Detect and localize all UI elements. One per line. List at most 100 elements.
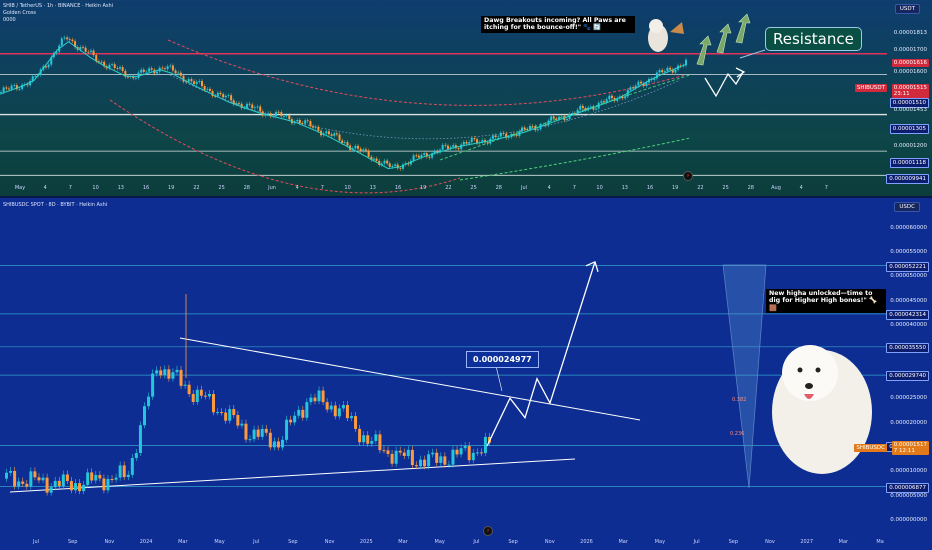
candle bbox=[208, 88, 211, 91]
candle bbox=[203, 395, 207, 397]
candle bbox=[555, 118, 558, 120]
bottom-x-tick: Nov bbox=[104, 539, 115, 545]
candle bbox=[414, 465, 418, 467]
candle bbox=[108, 64, 111, 69]
candle bbox=[2, 87, 5, 93]
top-x-tick: 4 bbox=[295, 185, 299, 191]
candle bbox=[84, 47, 87, 52]
top-chart-canvas[interactable] bbox=[0, 0, 932, 197]
candle bbox=[467, 445, 471, 461]
candle bbox=[240, 423, 244, 426]
candle bbox=[391, 165, 394, 167]
candle bbox=[364, 149, 367, 151]
candle bbox=[119, 67, 122, 69]
candle bbox=[177, 72, 180, 74]
candle bbox=[68, 39, 71, 41]
bottom-y-label: 0.000042314 bbox=[886, 309, 929, 320]
candle bbox=[462, 141, 465, 145]
candle bbox=[277, 111, 280, 113]
price-target-callout: 0.000024977 bbox=[466, 351, 539, 368]
candle bbox=[346, 142, 349, 146]
candle bbox=[624, 96, 627, 99]
candle bbox=[236, 415, 240, 426]
top-x-tick: 19 bbox=[672, 185, 679, 191]
bottom-chart-canvas[interactable] bbox=[0, 198, 932, 550]
bottom-chart-panel[interactable]: SHIBUSDC SPOT · 8D · BYBIT · Heikin Ashi… bbox=[0, 198, 932, 550]
candle bbox=[285, 419, 289, 440]
candle bbox=[288, 115, 291, 120]
panel-separator[interactable] bbox=[0, 196, 932, 198]
candle bbox=[163, 68, 166, 70]
candle bbox=[214, 96, 217, 97]
candle bbox=[605, 99, 608, 103]
top-x-tick: 16 bbox=[646, 185, 654, 191]
candle bbox=[0, 92, 2, 93]
candle bbox=[634, 85, 637, 89]
bottom-x-tick: May bbox=[214, 539, 225, 545]
candle bbox=[447, 464, 451, 466]
top-indicator-sub: 0000 bbox=[3, 17, 16, 23]
triangle-upper-line bbox=[179, 337, 641, 421]
top-unit-button[interactable]: USDT bbox=[894, 4, 920, 14]
top-chart-panel[interactable]: SHIB / TetherUS · 1h · BINANCE · Heikin … bbox=[0, 0, 932, 197]
candle bbox=[44, 66, 47, 68]
candle bbox=[321, 390, 325, 403]
candle bbox=[193, 81, 196, 84]
candle bbox=[576, 109, 579, 114]
candle bbox=[185, 81, 188, 83]
candle bbox=[122, 465, 126, 478]
candle bbox=[390, 453, 394, 464]
candle bbox=[305, 402, 309, 418]
top-x-tick: Jun bbox=[268, 185, 276, 191]
candle bbox=[100, 61, 103, 63]
top-symbol-price: 0.00001515 23:11 bbox=[891, 84, 929, 98]
candle bbox=[439, 456, 443, 463]
candle bbox=[330, 134, 333, 136]
projection-path bbox=[486, 261, 596, 447]
candle bbox=[528, 125, 531, 130]
dog-tongue bbox=[804, 394, 814, 399]
candle bbox=[573, 113, 576, 114]
candle bbox=[224, 412, 228, 421]
bottom-y-label: 0.000010000 bbox=[890, 468, 927, 475]
lightning-event-icon-bottom[interactable]: ⚡ bbox=[483, 526, 493, 536]
candle bbox=[301, 409, 305, 418]
lightning-event-icon[interactable]: ⚡ bbox=[683, 171, 693, 181]
candle bbox=[289, 419, 293, 423]
candle bbox=[443, 456, 447, 465]
dog-eye-left bbox=[797, 367, 803, 373]
candle bbox=[174, 70, 177, 74]
candle bbox=[309, 121, 312, 127]
green-arrow-1 bbox=[716, 23, 732, 54]
bottom-y-label: 0.000035550 bbox=[886, 342, 929, 353]
candle bbox=[581, 105, 584, 109]
candle bbox=[335, 133, 338, 135]
candle bbox=[33, 471, 37, 478]
candle bbox=[182, 75, 185, 82]
candle bbox=[134, 453, 138, 458]
candle bbox=[147, 396, 151, 407]
candle bbox=[25, 483, 29, 487]
candle bbox=[370, 156, 373, 160]
bottom-x-tick: Sep bbox=[728, 539, 739, 545]
candle bbox=[473, 138, 476, 140]
top-x-tick: 25 bbox=[218, 185, 225, 191]
candle bbox=[92, 50, 95, 56]
bottom-x-tick: May bbox=[654, 539, 666, 545]
candle bbox=[658, 70, 661, 73]
bottom-symbol-tag: SHIBUSDC bbox=[854, 444, 887, 452]
top-y-label: 0.000009941 bbox=[886, 174, 929, 184]
top-y-label: 0.00001813 bbox=[893, 30, 927, 36]
candle bbox=[276, 441, 280, 448]
candle bbox=[372, 158, 375, 160]
candle bbox=[600, 101, 603, 103]
top-symbol-tag: SHIBUSDT bbox=[854, 84, 887, 92]
candle bbox=[169, 65, 172, 67]
candle bbox=[427, 454, 431, 467]
candle bbox=[544, 124, 547, 126]
bottom-unit-button[interactable]: USDC bbox=[894, 202, 920, 212]
candle bbox=[304, 120, 307, 124]
candle bbox=[45, 477, 49, 493]
candle bbox=[230, 95, 233, 101]
top-x-tick: 25 bbox=[470, 185, 477, 191]
